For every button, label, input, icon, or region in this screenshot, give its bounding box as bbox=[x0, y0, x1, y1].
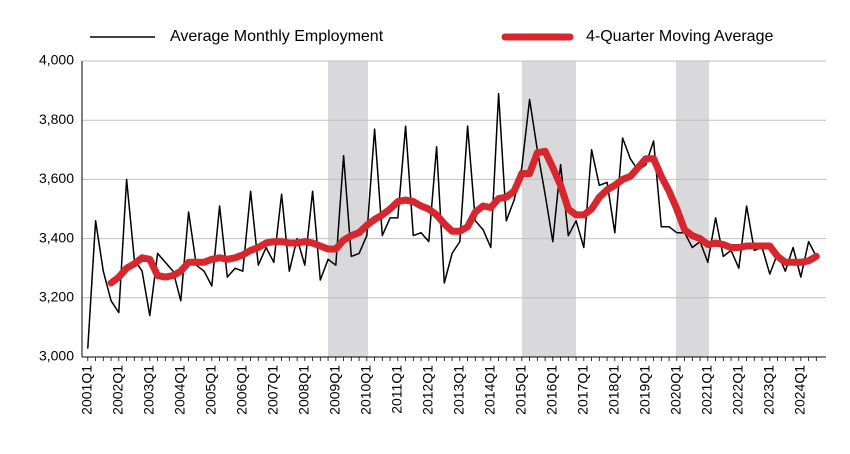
x-tick-label: 2020Q1 bbox=[668, 365, 684, 415]
x-tick-label: 2021Q1 bbox=[699, 365, 715, 415]
x-tick-label: 2018Q1 bbox=[606, 365, 622, 415]
legend: Average Monthly Employment 4-Quarter Mov… bbox=[90, 28, 773, 45]
x-tick-label: 2003Q1 bbox=[141, 365, 157, 415]
x-tick-label: 2011Q1 bbox=[389, 365, 405, 414]
y-tick-label: 3,600 bbox=[39, 170, 74, 186]
x-tick-label: 2016Q1 bbox=[544, 365, 560, 415]
y-tick-label: 3,200 bbox=[39, 289, 74, 305]
x-tick-label: 2005Q1 bbox=[203, 365, 219, 415]
x-tick-label: 2022Q1 bbox=[730, 365, 746, 415]
x-tick-label: 2015Q1 bbox=[513, 365, 529, 415]
x-tick-label: 2010Q1 bbox=[358, 365, 374, 415]
x-tick-label: 2002Q1 bbox=[110, 365, 126, 415]
series-line bbox=[107, 147, 820, 287]
x-tick-label: 2013Q1 bbox=[451, 365, 467, 415]
x-tick-label: 2001Q1 bbox=[79, 365, 95, 415]
x-tick-label: 2009Q1 bbox=[327, 365, 343, 415]
x-tick-label: 2024Q1 bbox=[792, 365, 808, 415]
y-tick-label: 3,800 bbox=[39, 111, 74, 127]
grid bbox=[82, 60, 826, 358]
x-tick-label: 2007Q1 bbox=[265, 365, 281, 415]
x-tick-label: 2017Q1 bbox=[575, 365, 591, 415]
y-tick-label: 3,000 bbox=[39, 348, 74, 364]
x-tick-label: 2014Q1 bbox=[482, 365, 498, 415]
legend-label: Average Monthly Employment bbox=[170, 28, 384, 45]
y-tick-label: 4,000 bbox=[39, 52, 74, 68]
x-tick-label: 2019Q1 bbox=[637, 365, 653, 415]
series-line bbox=[87, 92, 818, 349]
y-tick-label: 3,400 bbox=[39, 229, 74, 245]
x-tick-label: 2012Q1 bbox=[420, 365, 436, 415]
x-tick-label: 2004Q1 bbox=[172, 365, 188, 415]
x-tick-label: 2008Q1 bbox=[296, 365, 312, 415]
shaded-period bbox=[676, 61, 709, 357]
x-tick-label: 2023Q1 bbox=[761, 365, 777, 415]
legend-label: 4-Quarter Moving Average bbox=[586, 28, 773, 45]
x-tick-label: 2006Q1 bbox=[234, 365, 250, 415]
